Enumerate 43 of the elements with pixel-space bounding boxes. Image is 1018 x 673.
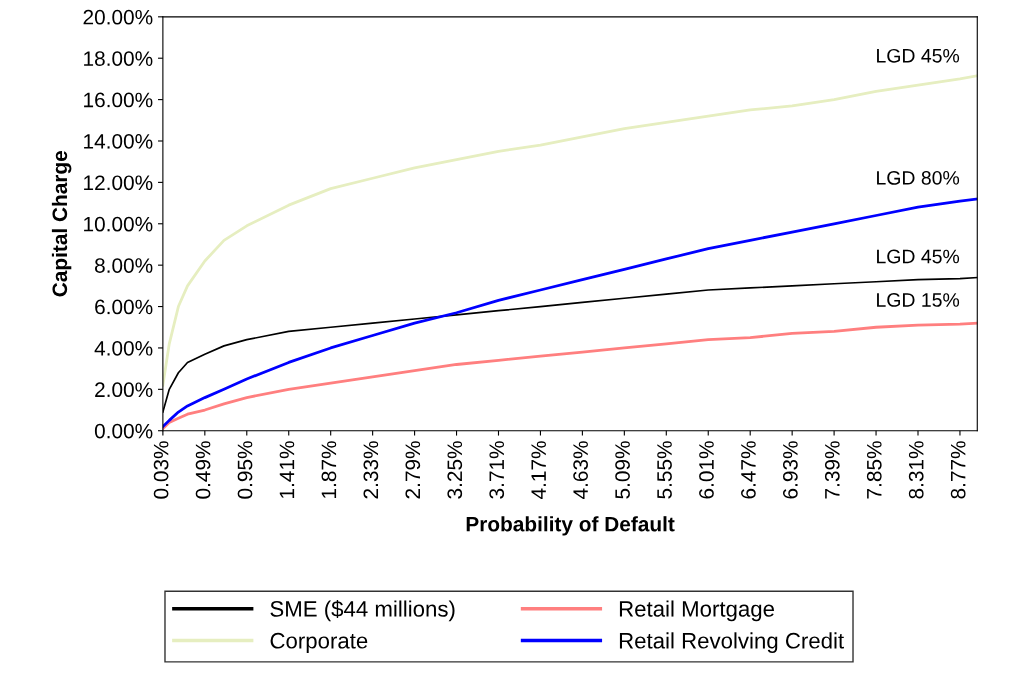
y-tick-label: 4.00% <box>94 340 153 356</box>
annotation: LGD 80% <box>877 170 960 185</box>
x-tick-label: 8.31% <box>908 441 924 499</box>
annotation: LGD 45% <box>877 249 960 264</box>
x-tick-label: 3.25% <box>447 441 463 499</box>
x-tick-label: 2.79% <box>405 441 421 499</box>
x-tick-label: 4.17% <box>531 441 546 500</box>
x-tick-label: 6.47% <box>741 441 756 499</box>
y-tick-label: 14.00% <box>84 133 153 149</box>
y-tick-label: 8.00% <box>94 258 153 273</box>
x-tick-label: 1.87% <box>321 441 337 498</box>
legend-label: SME ($44 millions) <box>270 600 455 622</box>
y-axis-title: Capital Charge <box>51 150 72 297</box>
y-tick-label: 6.00% <box>95 299 153 315</box>
x-tick-label: 0.03% <box>153 441 169 499</box>
line-series <box>162 197 978 428</box>
x-tick-label: 8.77% <box>950 441 966 499</box>
legend-label: Corporate <box>270 632 368 653</box>
x-tick-label: 6.93% <box>782 441 798 499</box>
y-tick-label: 10.00% <box>84 216 153 232</box>
x-tick-label: 0.95% <box>237 441 253 499</box>
x-tick-label: 5.55% <box>657 441 672 499</box>
legend-label: Retail Revolving Credit <box>619 632 844 653</box>
y-tick-label: 12.00% <box>84 175 153 191</box>
legend-label: Retail Mortgage <box>619 600 774 622</box>
y-tick-label: 20.00% <box>83 9 153 25</box>
x-tick-label: 7.85% <box>866 441 882 499</box>
y-tick-label: 0.00% <box>94 423 153 439</box>
x-tick-label: 5.09% <box>615 441 630 499</box>
x-tick-label: 7.39% <box>824 441 840 499</box>
x-tick-label: 0.49% <box>195 441 211 499</box>
x-tick-label: 4.63% <box>573 441 588 500</box>
x-tick-label: 6.01% <box>699 441 714 499</box>
x-axis-title: Probability of Default <box>466 516 675 536</box>
y-tick-label: 18.00% <box>84 51 153 66</box>
line-series <box>162 74 978 387</box>
annotation: LGD 15% <box>877 293 960 307</box>
y-tick-label: 2.00% <box>95 382 153 398</box>
x-tick-label: 2.33% <box>363 441 379 499</box>
annotation: LGD 45% <box>877 48 960 63</box>
x-tick-label: 3.71% <box>489 441 505 499</box>
y-tick-label: 16.00% <box>84 92 153 108</box>
x-tick-label: 1.41% <box>279 441 295 498</box>
